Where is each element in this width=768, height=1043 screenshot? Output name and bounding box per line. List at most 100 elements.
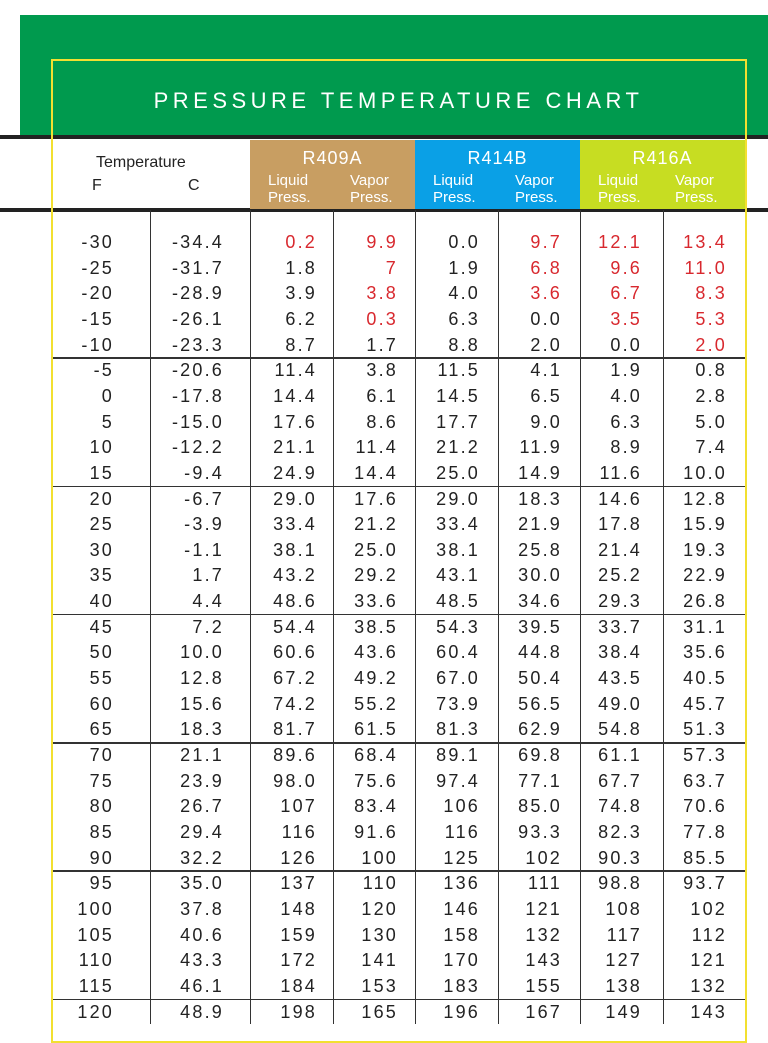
cell-r409a-liquid: 6.2 <box>285 308 317 329</box>
cell-r414b-liquid: 21.2 <box>436 437 480 458</box>
cell-r416a-vapor: 5.0 <box>695 411 727 432</box>
cell-r416a-liquid: 67.7 <box>598 770 642 791</box>
cell-r414b-liquid: 81.3 <box>436 719 480 740</box>
column-divider <box>498 210 499 1024</box>
cell-r409a-liquid: 137 <box>280 873 317 894</box>
cell-r414b-vapor: 39.5 <box>518 616 562 637</box>
cell-r409a-vapor: 29.2 <box>354 565 398 586</box>
cell-r414b-vapor: 14.9 <box>518 462 562 483</box>
cell-r416a-liquid: 33.7 <box>598 616 642 637</box>
cell-r416a-liquid: 43.5 <box>598 668 642 689</box>
cell-r414b-vapor: 50.4 <box>518 668 562 689</box>
cell-r416a-vapor: 57.3 <box>683 745 727 765</box>
cell-temp-c: 15.6 <box>180 693 224 714</box>
group-divider <box>52 870 745 872</box>
cell-r409a-liquid: 17.6 <box>273 411 317 432</box>
cell-r416a-vapor: 132 <box>690 975 727 996</box>
cell-temp-f: 95 <box>89 873 114 894</box>
cell-r416a-vapor: 35.6 <box>683 642 727 663</box>
cell-r409a-vapor: 43.6 <box>354 642 398 663</box>
cell-temp-c: 43.3 <box>180 950 224 971</box>
cell-temp-c: 46.1 <box>180 975 224 996</box>
liquid-press-label: Liquid Press. <box>268 172 311 206</box>
vapor-press-label: Vapor Press. <box>675 172 718 206</box>
cell-r414b-liquid: 196 <box>443 1001 480 1022</box>
cell-r416a-liquid: 138 <box>605 975 642 996</box>
cell-r409a-vapor: 110 <box>362 873 398 894</box>
group-divider <box>52 485 745 488</box>
cell-r409a-vapor: 8.6 <box>366 411 398 432</box>
r416a-header: R416A Liquid Press. Vapor Press. <box>580 140 745 209</box>
group-divider <box>52 357 745 359</box>
cell-r414b-liquid: 183 <box>443 975 480 996</box>
cell-r416a-liquid: 25.2 <box>598 565 642 586</box>
cell-r416a-liquid: 21.4 <box>598 539 642 560</box>
cell-r409a-vapor: 38.5 <box>354 616 398 637</box>
cell-r414b-liquid: 97.4 <box>436 770 480 791</box>
cell-r414b-liquid: 43.1 <box>436 565 480 586</box>
cell-r416a-vapor: 2.8 <box>695 385 727 406</box>
cell-r409a-vapor: 91.6 <box>354 821 398 842</box>
group-divider <box>52 613 745 616</box>
cell-r416a-vapor: 45.7 <box>683 693 727 714</box>
cell-r414b-vapor: 21.9 <box>518 514 562 535</box>
cell-temp-f: 105 <box>77 924 114 945</box>
cell-r409a-liquid: 172 <box>280 950 317 971</box>
column-divider <box>250 210 251 1024</box>
cell-r414b-liquid: 136 <box>443 873 480 894</box>
cell-r414b-liquid: 11.5 <box>437 360 480 381</box>
vapor-press-label: Vapor Press. <box>515 172 558 206</box>
cell-r416a-liquid: 12.1 <box>598 232 642 252</box>
header-top-rule <box>0 135 768 139</box>
cell-temp-f: -25 <box>81 257 114 278</box>
cell-temp-f: -15 <box>81 308 114 329</box>
cell-r416a-liquid: 11.6 <box>599 462 642 483</box>
cell-r416a-liquid: 6.3 <box>610 411 642 432</box>
cell-r409a-vapor: 0.3 <box>366 308 398 329</box>
cell-r416a-liquid: 0.0 <box>610 334 642 355</box>
cell-r409a-liquid: 159 <box>280 924 317 945</box>
cell-r416a-vapor: 22.9 <box>683 565 727 586</box>
cell-r416a-vapor: 0.8 <box>695 360 727 381</box>
liquid-press-label: Liquid Press. <box>433 172 476 206</box>
cell-temp-c: -15.0 <box>171 411 224 432</box>
cell-r414b-liquid: 0.0 <box>448 232 480 252</box>
cell-r414b-vapor: 4.1 <box>530 360 562 381</box>
cell-r414b-vapor: 30.0 <box>518 565 562 586</box>
cell-r416a-vapor: 13.4 <box>683 232 727 252</box>
cell-temp-c: -3.9 <box>184 514 224 535</box>
cell-r416a-vapor: 102 <box>690 898 727 919</box>
cell-temp-c: 37.8 <box>180 898 224 919</box>
cell-r416a-liquid: 17.8 <box>598 514 642 535</box>
group-divider <box>52 998 745 1001</box>
cell-r416a-vapor: 143 <box>690 1001 727 1022</box>
cell-temp-c: 48.9 <box>180 1001 224 1022</box>
cell-r409a-vapor: 75.6 <box>354 770 398 791</box>
cell-r409a-liquid: 74.2 <box>273 693 317 714</box>
fahrenheit-label: F <box>92 177 102 194</box>
cell-r416a-liquid: 108 <box>605 898 642 919</box>
cell-r414b-liquid: 170 <box>443 950 480 971</box>
cell-r409a-vapor: 100 <box>361 847 398 868</box>
cell-r409a-vapor: 1.7 <box>366 334 398 355</box>
cell-r414b-vapor: 25.8 <box>518 539 562 560</box>
cell-temp-f: 80 <box>89 796 114 817</box>
cell-r416a-liquid: 3.5 <box>610 308 642 329</box>
cell-r416a-liquid: 149 <box>605 1001 642 1022</box>
cell-temp-c: 7.2 <box>192 616 224 637</box>
cell-temp-f: 35 <box>89 565 114 586</box>
column-divider <box>580 210 581 1024</box>
cell-r409a-vapor: 165 <box>361 1001 398 1022</box>
cell-r416a-vapor: 93.7 <box>683 873 727 894</box>
cell-r414b-vapor: 6.5 <box>530 385 562 406</box>
cell-temp-c: 23.9 <box>180 770 224 791</box>
cell-r416a-vapor: 12.8 <box>683 488 727 509</box>
cell-r416a-vapor: 11.0 <box>684 257 727 278</box>
cell-r409a-liquid: 1.8 <box>285 257 317 278</box>
cell-r416a-vapor: 70.6 <box>683 796 727 817</box>
column-divider <box>333 210 334 1024</box>
cell-r414b-vapor: 111 <box>528 873 562 894</box>
refrigerant-name: R416A <box>632 148 693 168</box>
cell-r414b-liquid: 14.5 <box>436 385 480 406</box>
cell-temp-f: 45 <box>89 616 114 637</box>
